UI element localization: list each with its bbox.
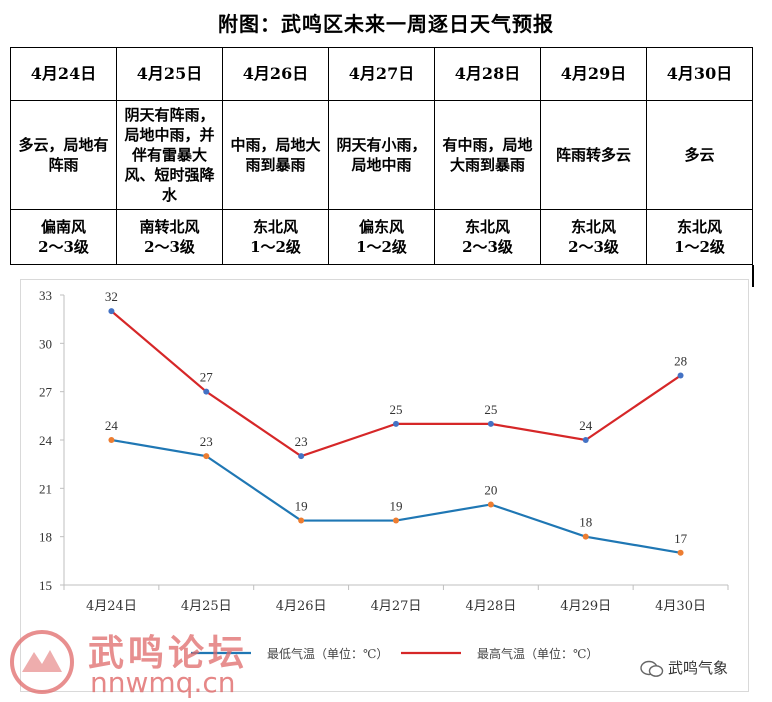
wechat-icon (640, 660, 664, 677)
temperature-line-chart: 15 18 21 24 27 30 33 4月24日 4月25日 4月26日 4月27日 4月28日 4… (39, 288, 729, 661)
y-tick-label: 21 (39, 481, 52, 496)
wind-direction: 东北风 (464, 218, 510, 236)
legend-label: 最高气温（单位：℃） (477, 646, 598, 661)
date-cell: 4月26日 (222, 47, 329, 101)
data-point (393, 517, 399, 524)
x-tick-label: 4月26日 (276, 599, 327, 614)
wind-cell: 偏东风 1～2级 (328, 209, 435, 265)
wind-level: 2～3级 (38, 238, 89, 256)
data-point (487, 501, 494, 508)
data-label: 18 (579, 515, 592, 530)
date-cell: 4月30日 (646, 47, 753, 101)
wind-direction: 东北风 (570, 218, 616, 236)
wind-cell: 南转北风 2～3级 (116, 209, 223, 265)
y-tick-label: 24 (39, 433, 53, 448)
watermark-title: 武鸣论坛 (88, 632, 249, 674)
data-label: 32 (105, 289, 118, 304)
data-label: 20 (484, 482, 497, 497)
data-point (298, 453, 305, 460)
y-tick-label: 30 (39, 336, 52, 351)
weather-cell: 多云，局地有阵雨 (10, 100, 117, 210)
wind-level: 2～3级 (462, 238, 513, 256)
wind-direction: 东北风 (252, 218, 298, 236)
y-tick-label: 27 (39, 385, 53, 400)
data-point (203, 388, 210, 395)
legend-label: 最低气温（单位：℃） (267, 646, 388, 661)
data-point (108, 437, 115, 443)
data-point (582, 437, 589, 443)
weather-cell: 有中雨，局地大雨到暴雨 (434, 100, 541, 210)
y-tick-label: 15 (39, 578, 52, 593)
wind-level: 2～3级 (144, 238, 195, 256)
data-label: 24 (579, 418, 593, 433)
y-tick-label: 18 (39, 530, 52, 545)
data-point (203, 453, 210, 460)
date-cell: 4月29日 (540, 47, 647, 101)
wind-cell: 偏南风 2～3级 (10, 209, 117, 265)
data-label: 23 (295, 434, 308, 449)
data-point (487, 420, 494, 427)
wind-cell: 东北风 2～3级 (434, 209, 541, 265)
date-cell: 4月25日 (116, 47, 223, 101)
wind-level: 1～2级 (250, 238, 301, 256)
x-tick-label: 4月28日 (465, 599, 516, 614)
data-label: 17 (674, 531, 688, 546)
wind-level: 1～2级 (674, 238, 725, 256)
weather-cell: 阴天有阵雨，局地中雨，并伴有雷暴大风、短时强降水 (116, 100, 223, 210)
page-title: 附图：武鸣区未来一周逐日天气预报 (218, 12, 554, 36)
wind-cell: 东北风 2～3级 (540, 209, 647, 265)
data-label: 19 (390, 499, 403, 514)
data-label: 25 (390, 402, 403, 417)
date-cell: 4月27日 (328, 47, 435, 101)
weather-cell: 中雨，局地大雨到暴雨 (222, 100, 329, 210)
brand-name: 武鸣气象 (668, 659, 729, 677)
weather-cell: 阴天有小雨，局地中雨 (328, 100, 435, 210)
wind-direction: 偏南风 (40, 218, 86, 236)
data-label: 19 (295, 499, 308, 514)
weather-cell: 阵雨转多云 (540, 100, 647, 210)
data-point (677, 549, 684, 556)
wind-cell: 东北风 1～2级 (646, 209, 753, 265)
date-cell: 4月28日 (434, 47, 541, 101)
wind-level: 1～2级 (356, 238, 407, 256)
forum-watermark-logo (10, 630, 74, 694)
wind-direction: 南转北风 (139, 218, 200, 236)
data-point (298, 517, 305, 524)
x-tick-label: 4月27日 (371, 599, 422, 614)
y-tick-label: 33 (39, 288, 52, 303)
date-cell: 4月24日 (10, 47, 117, 101)
x-tick-label: 4月25日 (181, 599, 232, 614)
data-label: 23 (200, 434, 213, 449)
wind-direction: 东北风 (676, 218, 722, 236)
weather-cell: 多云 (646, 100, 753, 210)
data-point (108, 308, 115, 315)
data-label: 27 (200, 370, 214, 385)
data-label: 24 (105, 418, 119, 433)
wind-level: 2～3级 (568, 238, 619, 256)
data-point (677, 372, 684, 379)
series-line (110, 310, 682, 458)
series-line (111, 438, 681, 554)
wind-direction: 偏东风 (358, 218, 404, 236)
chart-area: 15 18 21 24 27 30 33 4月24日 4月25日 4月26日 4月27日 4月28日 4… (20, 279, 749, 692)
data-point (582, 533, 589, 540)
forecast-table: 4月24日 4月25日 4月26日 4月27日 4月28日 4月29日 4月30… (10, 47, 753, 265)
table-frame-edge (752, 265, 754, 287)
data-point (393, 420, 399, 427)
x-tick-label: 4月24日 (86, 599, 137, 614)
data-label: 28 (674, 354, 687, 369)
watermark-url: nnwmq.cn (90, 666, 236, 699)
x-tick-label: 4月29日 (560, 599, 611, 614)
data-label: 25 (484, 402, 497, 417)
x-tick-label: 4月30日 (655, 599, 706, 614)
wind-cell: 东北风 1～2级 (222, 209, 329, 265)
